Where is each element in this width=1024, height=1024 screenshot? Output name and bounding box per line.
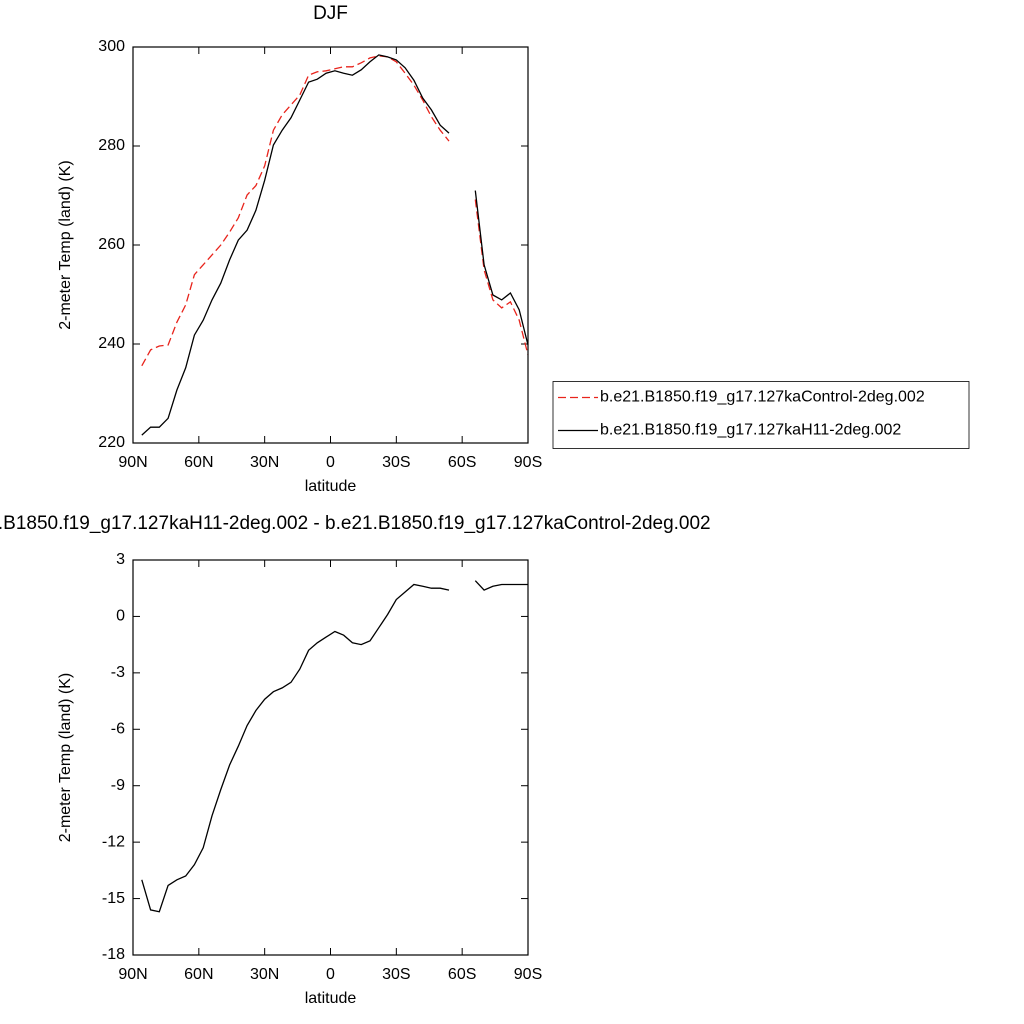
x-tick-label: 60S — [448, 454, 476, 471]
y-tick-label: 0 — [116, 608, 125, 625]
y-axis-label: 2-meter Temp (land) (K) — [57, 160, 74, 330]
x-axis-label: latitude — [305, 990, 357, 1007]
plot-frame — [132, 559, 529, 956]
x-tick-label: 90N — [118, 966, 147, 983]
x-tick-label: 60S — [448, 966, 476, 983]
data-line — [141, 55, 529, 367]
y-tick-label: -15 — [102, 890, 125, 907]
x-tick-label: 0 — [326, 454, 335, 471]
y-tick-label: -3 — [111, 664, 125, 681]
y-tick-label: 240 — [98, 335, 125, 352]
y-axis-label: 2-meter Temp (land) (K) — [57, 673, 74, 843]
legend-box — [552, 381, 970, 449]
x-axis-label: latitude — [305, 478, 357, 495]
chart-title: DJF — [313, 3, 348, 24]
x-tick-label: 30S — [382, 966, 410, 983]
x-tick-label: 30N — [250, 966, 279, 983]
x-tick-label: 90S — [514, 966, 542, 983]
y-tick-label: 280 — [98, 137, 125, 154]
x-tick-label: 90S — [514, 454, 542, 471]
chart-title: b.e21.B1850.f19_g17.127kaH11-2deg.002 - … — [0, 513, 711, 534]
data-line — [141, 54, 529, 436]
data-line — [141, 580, 528, 913]
y-tick-label: -12 — [102, 833, 125, 850]
x-tick-label: 0 — [326, 966, 335, 983]
y-tick-label: 260 — [98, 236, 125, 253]
x-tick-label: 90N — [118, 454, 147, 471]
y-tick-label: 3 — [116, 551, 125, 568]
x-tick-label: 30N — [250, 454, 279, 471]
y-tick-label: -6 — [111, 721, 125, 738]
legend-label: b.e21.B1850.f19_g17.127kaControl-2deg.00… — [600, 389, 925, 406]
y-tick-label: -18 — [102, 946, 125, 963]
y-tick-label: 300 — [98, 38, 125, 55]
y-tick-label: 220 — [98, 434, 125, 451]
x-tick-label: 30S — [382, 454, 410, 471]
legend-label: b.e21.B1850.f19_g17.127kaH11-2deg.002 — [600, 422, 901, 439]
x-tick-label: 60N — [184, 454, 213, 471]
x-tick-label: 60N — [184, 966, 213, 983]
plot-frame — [132, 46, 529, 444]
y-tick-label: -9 — [111, 777, 125, 794]
